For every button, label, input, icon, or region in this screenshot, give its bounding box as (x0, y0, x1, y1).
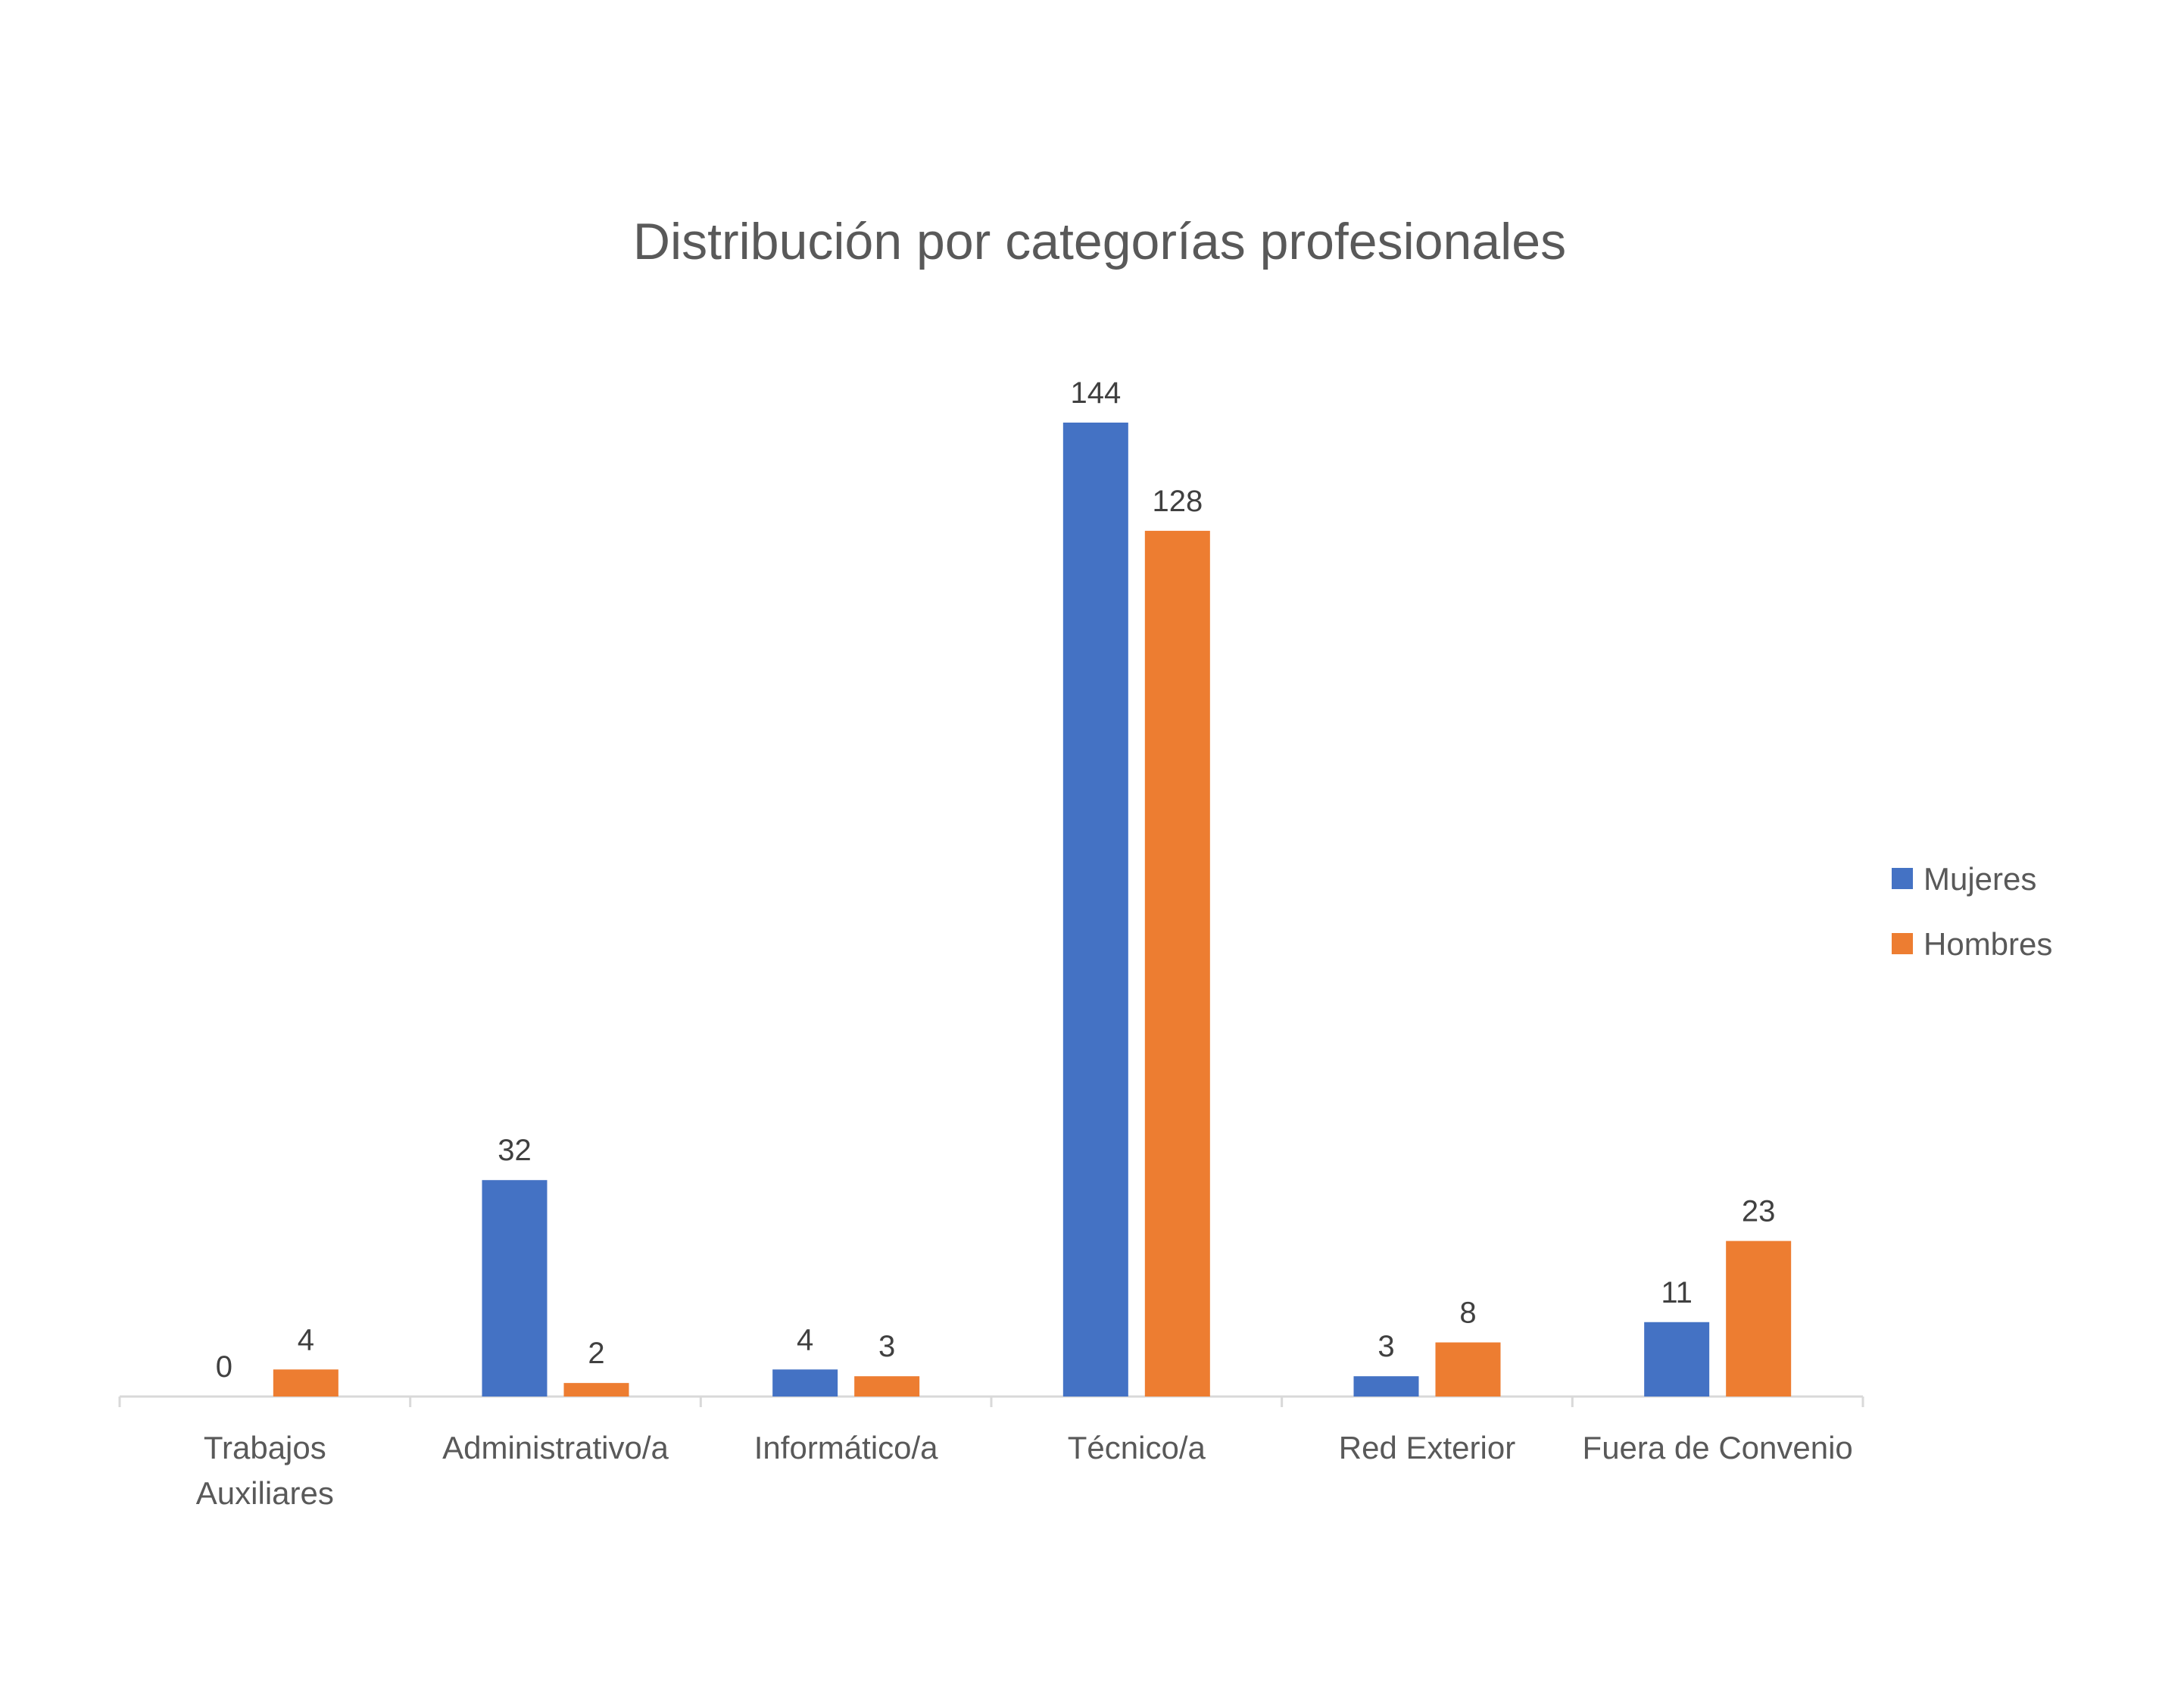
legend: Mujeres Hombres (1892, 861, 2052, 962)
bar-hombres (1435, 1342, 1501, 1397)
category-label: Informático/a (754, 1430, 938, 1465)
bar-hombres (1144, 530, 1210, 1397)
legend-swatch-hombres (1892, 933, 1913, 954)
legend-swatch-mujeres (1892, 868, 1913, 889)
data-label-hombres: 2 (588, 1337, 604, 1370)
legend-label-mujeres: Mujeres (1923, 861, 2036, 897)
x-axis (118, 1395, 1864, 1407)
bar-hombres (563, 1383, 629, 1397)
bar-hombres (1726, 1241, 1792, 1397)
data-label-mujeres: 3 (1377, 1330, 1394, 1363)
data-label-hombres: 4 (298, 1323, 314, 1356)
category-label: Red Exterior (1339, 1430, 1515, 1465)
bar-mujeres (772, 1369, 838, 1397)
bars-group (273, 423, 1792, 1397)
bar-mujeres (1062, 423, 1128, 1397)
bar-mujeres (1353, 1376, 1419, 1397)
data-label-hombres: 8 (1459, 1297, 1476, 1330)
data-label-mujeres: 0 (216, 1350, 232, 1384)
data-label-hombres: 23 (1742, 1195, 1776, 1228)
data-label-hombres: 128 (1152, 485, 1203, 518)
category-label: Trabajos Auxiliares (196, 1430, 334, 1511)
bar-mujeres (482, 1180, 548, 1397)
category-label: Técnico/a (1068, 1430, 1206, 1465)
category-label: Fuera de Convenio (1583, 1430, 1853, 1465)
data-label-hombres: 3 (878, 1330, 895, 1363)
chart-title: Distribución por categorías profesionale… (633, 213, 1566, 270)
data-labels-group: 0 4 32 2 4 3 144 128 3 8 11 23 (216, 376, 1776, 1384)
bar-mujeres (1644, 1322, 1710, 1397)
data-label-mujeres: 4 (797, 1323, 813, 1356)
bar-hombres (273, 1369, 339, 1397)
data-label-mujeres: 32 (498, 1134, 532, 1167)
legend-label-hombres: Hombres (1923, 926, 2052, 962)
category-label: Administrativo/a (442, 1430, 669, 1465)
data-label-mujeres: 11 (1661, 1276, 1693, 1309)
bar-hombres (854, 1376, 920, 1397)
category-labels-group: Trabajos Auxiliares Administrativo/a Inform… (196, 1430, 1853, 1511)
data-label-mujeres: 144 (1070, 376, 1121, 410)
